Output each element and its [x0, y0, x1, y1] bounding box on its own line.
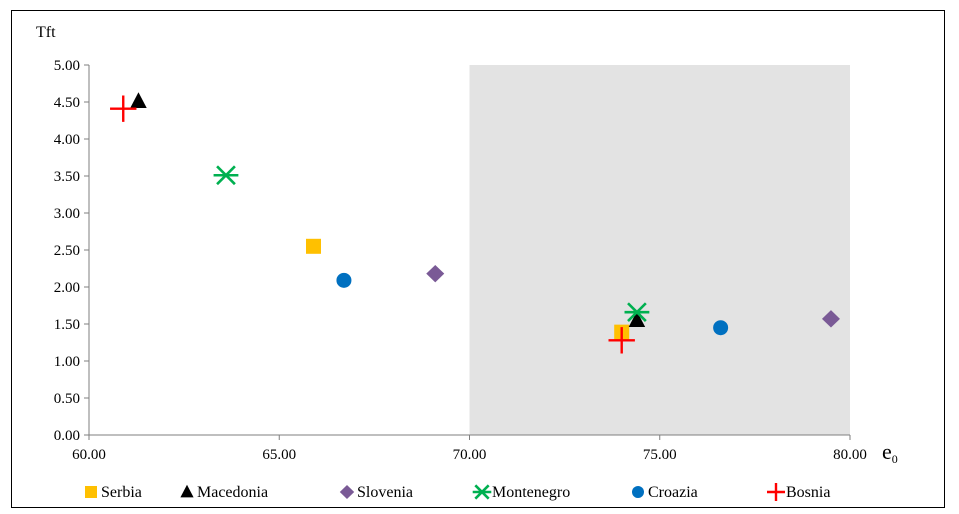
x-tick-label: 60.00	[72, 447, 106, 463]
y-tick-label: 0.00	[54, 428, 80, 444]
legend-label-slovenia: Slovenia	[357, 484, 413, 501]
legend-label-macedonia: Macedonia	[197, 484, 268, 501]
legend-marker-serbia	[85, 486, 97, 498]
x-tick-label: 65.00	[262, 447, 296, 463]
y-tick-label: 1.00	[54, 354, 80, 370]
y-tick-label: 4.00	[54, 132, 80, 148]
y-tick-label: 1.50	[54, 317, 80, 333]
legend-label-montenegro: Montenegro	[492, 484, 570, 501]
legend-label-serbia: Serbia	[101, 484, 142, 501]
legend-marker-slovenia	[339, 485, 355, 499]
y-tick-label: 3.00	[54, 206, 80, 222]
legend-marker-croazia	[632, 486, 644, 498]
y-tick-label: 5.00	[54, 58, 80, 74]
y-tick-label: 0.50	[54, 391, 80, 407]
data-point-bosnia	[608, 327, 635, 354]
data-point-slovenia	[426, 264, 445, 283]
x-axis-title: e0	[882, 439, 898, 466]
data-point-macedonia	[628, 311, 646, 328]
y-tick-label: 2.00	[54, 280, 80, 296]
data-point-montenegro	[624, 302, 650, 323]
legend-marker-macedonia	[180, 484, 194, 498]
legend-label-croazia: Croazia	[648, 484, 698, 501]
data-point-macedonia	[130, 92, 147, 109]
x-axis-title-subscript: 0	[892, 452, 898, 466]
legend-marker-bosnia	[767, 483, 785, 501]
y-tick-label: 4.50	[54, 95, 80, 111]
x-tick-label: 70.00	[453, 447, 487, 463]
y-axis-title: Tft	[36, 24, 56, 41]
y-tick-label: 2.50	[54, 243, 80, 259]
legend: Serbia Macedonia Slovenia Montenegro Croazia…	[85, 483, 830, 501]
data-point-bosnia	[110, 95, 137, 122]
legend-marker-montenegro	[472, 484, 492, 500]
y-axis: 0.00 0.50 1.00 1.50 2.00 2.50 3.00 3.50 4.00 4.50…	[54, 58, 90, 444]
data-point-slovenia	[821, 310, 840, 328]
chart-frame: 0.00 0.50 1.00 1.50 2.00 2.50 3.00 3.50 4.00 4.50…	[11, 10, 945, 508]
data-point-montenegro	[213, 165, 239, 186]
legend-label-bosnia: Bosnia	[786, 484, 830, 501]
x-tick-label: 75.00	[643, 447, 677, 463]
y-tick-label: 3.50	[54, 169, 80, 185]
data-point-croazia	[713, 320, 729, 336]
x-tick-label: 80.00	[833, 447, 867, 463]
data-point-serbia	[305, 238, 321, 254]
x-axis: 60.00 65.00 70.00 75.00 80.00	[72, 434, 867, 463]
scatter-chart: 0.00 0.50 1.00 1.50 2.00 2.50 3.00 3.50 4.00 4.50…	[36, 24, 898, 501]
data-point-croazia	[336, 272, 352, 288]
x-axis-title-main: e	[882, 439, 892, 464]
data-points	[110, 92, 840, 354]
shaded-region	[469, 65, 850, 435]
